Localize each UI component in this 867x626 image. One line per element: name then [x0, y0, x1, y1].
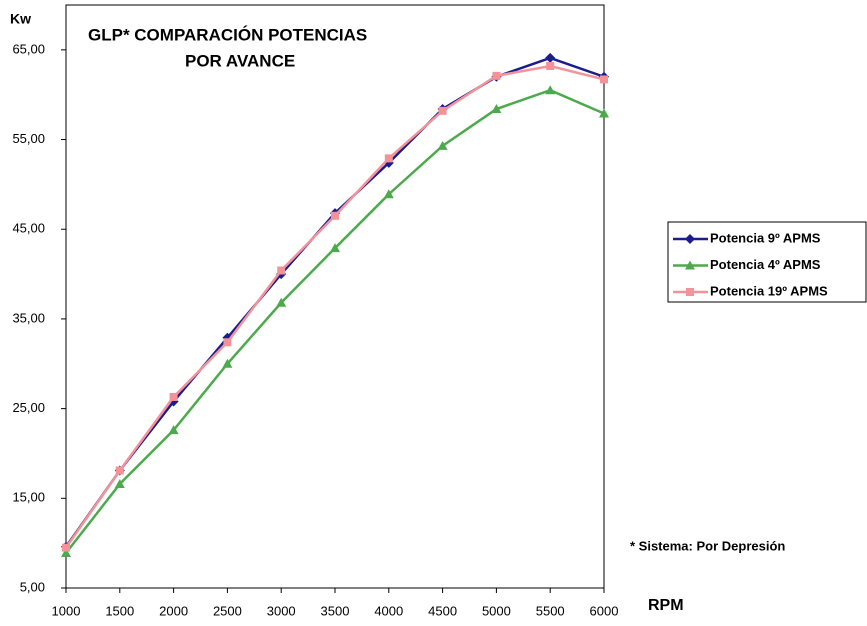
x-tick-label: 5500: [536, 603, 565, 618]
marker: [62, 543, 70, 552]
marker: [114, 478, 125, 488]
marker: [168, 425, 179, 435]
marker: [546, 61, 555, 70]
legend-label: Potencia 4º APMS: [710, 257, 821, 272]
legend-frame: [667, 221, 867, 303]
legend-marker: [686, 288, 694, 296]
x-tick-label: 3500: [321, 603, 350, 618]
series-line: [64, 56, 605, 548]
x-tick-label: 5000: [482, 603, 511, 618]
x-tick-label: 4500: [428, 603, 457, 618]
marker: [599, 108, 609, 118]
legend-marker: [685, 234, 695, 244]
marker: [384, 154, 393, 163]
chart-title: GLP* COMPARACIÓN POTENCIAS: [88, 25, 367, 44]
x-tick-label: 3000: [267, 603, 296, 618]
x-tick-label: 2000: [159, 603, 188, 618]
y-tick-label: 65,00: [12, 41, 45, 56]
y-tick-label: 15,00: [12, 490, 45, 505]
marker: [545, 52, 556, 63]
marker: [61, 548, 71, 558]
marker: [600, 75, 608, 84]
plot-frame: [65, 4, 605, 589]
legend-label: Potencia 19º APMS: [710, 283, 828, 298]
x-tick-label: 6000: [590, 603, 619, 618]
x-tick-label: 2500: [213, 603, 242, 618]
marker: [331, 211, 339, 220]
marker: [545, 85, 556, 95]
chart-title: POR AVANCE: [185, 51, 295, 70]
marker: [438, 106, 447, 115]
x-axis-label: RPM: [648, 597, 684, 614]
annotation: * Sistema: Por Depresión: [630, 538, 785, 553]
marker: [492, 71, 501, 80]
marker: [169, 392, 178, 401]
x-tick-label: 1000: [52, 603, 81, 618]
legend-marker: [685, 260, 695, 270]
y-tick-label: 55,00: [12, 131, 45, 146]
marker: [330, 243, 340, 253]
legend-label: Potencia 9º APMS: [710, 230, 821, 245]
marker: [383, 189, 394, 199]
x-tick-label: 1500: [105, 603, 134, 618]
marker: [222, 358, 233, 368]
marker: [276, 297, 287, 307]
marker: [277, 266, 286, 275]
y-tick-label: 5,00: [20, 579, 45, 594]
series-line: [65, 88, 605, 554]
series-line: [64, 64, 605, 549]
y-tick-label: 45,00: [12, 221, 45, 236]
x-tick-label: 4000: [374, 603, 403, 618]
marker: [115, 466, 124, 475]
marker: [437, 140, 448, 150]
marker: [491, 104, 502, 114]
marker: [223, 338, 232, 347]
y-tick-label: 35,00: [12, 310, 45, 325]
y-tick-label: 25,00: [12, 400, 45, 415]
y-axis-label: Kw: [10, 11, 31, 27]
